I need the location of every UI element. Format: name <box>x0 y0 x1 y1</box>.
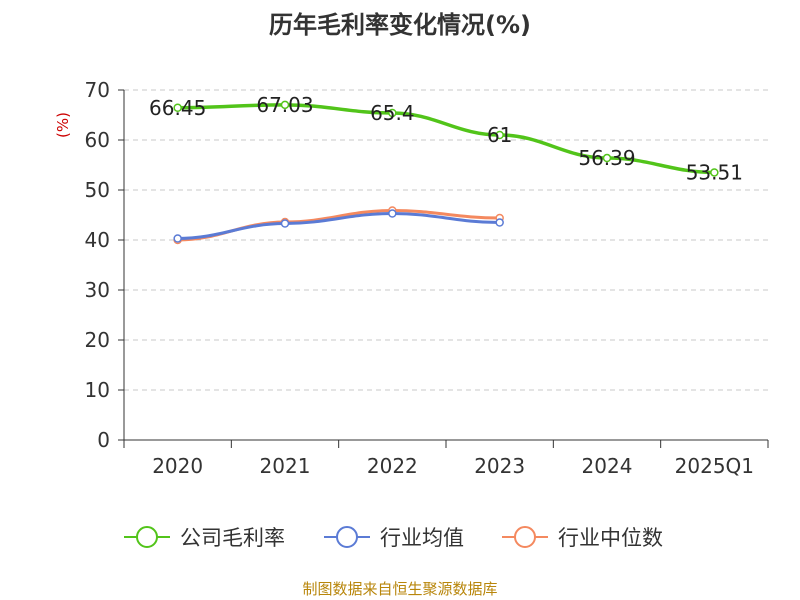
y-tick-label: 70 <box>85 78 110 102</box>
series-layer <box>173 100 719 245</box>
data-point <box>710 168 719 177</box>
legend: 公司毛利率 行业均值 行业中位数 <box>124 526 663 550</box>
data-point <box>173 103 182 112</box>
x-tick-label: 2024 <box>582 454 633 478</box>
data-label: 65.4 <box>370 101 415 125</box>
legend-label: 行业中位数 <box>558 526 663 550</box>
data-point <box>173 234 182 243</box>
legend-marker-icon <box>136 526 158 548</box>
legend-marker-icon <box>514 526 536 548</box>
y-tick-label: 10 <box>85 378 110 402</box>
data-point <box>495 130 504 140</box>
data-point <box>280 219 290 228</box>
data-point <box>602 153 612 163</box>
data-label: 66.45 <box>149 96 206 120</box>
x-tick-label: 2020 <box>152 454 203 478</box>
series-line <box>176 208 502 242</box>
series-line <box>176 211 502 240</box>
data-point <box>280 100 290 110</box>
series-line <box>175 103 717 175</box>
x-tick-label: 2021 <box>260 454 311 478</box>
y-tick-label: 20 <box>85 328 110 352</box>
data-point <box>495 218 504 227</box>
y-tick-label: 60 <box>85 128 110 152</box>
data-label: 67.03 <box>256 93 313 117</box>
axis-layer: 0 10 20 30 40 50 60 70 2020 2021 2022 2023 2024 2025Q… <box>85 78 769 478</box>
y-tick-label: 50 <box>85 178 110 202</box>
y-axis-label: (%) <box>54 112 72 138</box>
grid-layer <box>124 89 768 391</box>
y-tick-label: 40 <box>85 228 110 252</box>
data-label: 61 <box>487 123 512 147</box>
y-tick-label: 0 <box>97 428 110 452</box>
x-tick-label: 2022 <box>367 454 418 478</box>
legend-marker-icon <box>336 526 358 548</box>
x-tick-label: 2023 <box>474 454 525 478</box>
data-label: 53.51 <box>686 160 743 184</box>
chart-title: 历年毛利率变化情况(%) <box>269 11 531 39</box>
data-label-layer: 66.45 67.03 65.4 61 56.39 53.51 <box>149 93 743 185</box>
data-point <box>388 209 397 218</box>
y-tick-label: 30 <box>85 278 110 302</box>
data-label: 56.39 <box>578 146 635 170</box>
legend-label: 公司毛利率 <box>180 526 285 550</box>
source-footer: 制图数据来自恒生聚源数据库 <box>302 580 497 598</box>
data-point <box>388 108 397 118</box>
legend-label: 行业均值 <box>380 526 464 550</box>
x-tick-label: 2025Q1 <box>675 454 754 478</box>
